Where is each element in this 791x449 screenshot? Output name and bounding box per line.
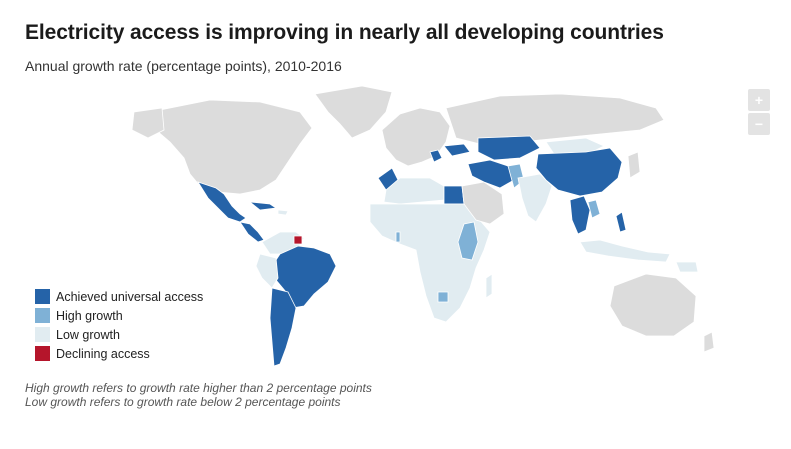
region-arabia[interactable] (461, 181, 505, 225)
legend-item-high: High growth (35, 306, 203, 325)
region-ghana[interactable] (395, 231, 401, 243)
region-suriname[interactable] (293, 235, 303, 245)
region-north-america[interactable] (155, 99, 313, 195)
legend: Achieved universal access High growth Lo… (35, 287, 203, 363)
region-central-america[interactable] (239, 221, 265, 243)
region-sub-saharan-africa[interactable] (369, 203, 491, 323)
legend-swatch (35, 308, 50, 323)
legend-item-low: Low growth (35, 325, 203, 344)
region-alaska[interactable] (131, 107, 165, 139)
region-papua[interactable] (675, 261, 699, 273)
world-map[interactable] (100, 82, 720, 382)
region-madagascar[interactable] (485, 273, 493, 299)
region-china[interactable] (535, 147, 623, 197)
zoom-in-button[interactable]: + (748, 89, 770, 111)
footnote-high-growth: High growth refers to growth rate higher… (25, 381, 372, 395)
region-east-africa[interactable] (457, 221, 479, 261)
region-greenland[interactable] (314, 85, 393, 139)
legend-swatch (35, 289, 50, 304)
legend-swatch (35, 327, 50, 342)
region-southern-cone[interactable] (269, 287, 297, 367)
legend-item-achieved: Achieved universal access (35, 287, 203, 306)
zoom-out-button[interactable]: − (748, 113, 770, 135)
region-japan[interactable] (627, 151, 641, 179)
region-cuba[interactable] (248, 201, 278, 211)
legend-item-declining: Declining access (35, 344, 203, 363)
region-india[interactable] (517, 173, 553, 223)
chart-subtitle: Annual growth rate (percentage points), … (25, 58, 342, 74)
legend-label: Achieved universal access (56, 289, 204, 304)
region-southeast-asia[interactable] (569, 195, 591, 235)
region-myanmar-laos[interactable] (587, 199, 601, 219)
legend-swatch (35, 346, 50, 361)
chart-title: Electricity access is improving in nearl… (25, 21, 664, 44)
region-central-asia[interactable] (477, 135, 541, 161)
region-mexico[interactable] (197, 181, 247, 223)
footnotes: High growth refers to growth rate higher… (25, 381, 372, 409)
region-indonesia[interactable] (579, 239, 671, 263)
footnote-low-growth: Low growth refers to growth rate below 2… (25, 395, 341, 409)
region-new-zealand[interactable] (703, 331, 715, 353)
region-russia[interactable] (445, 93, 665, 145)
region-egypt[interactable] (443, 185, 465, 205)
legend-label: Low growth (56, 327, 120, 342)
region-hispaniola[interactable] (277, 209, 289, 216)
region-southern-africa-high[interactable] (437, 291, 449, 303)
region-turkey[interactable] (443, 143, 471, 157)
region-iran-iraq[interactable] (467, 159, 515, 189)
legend-label: Declining access (56, 346, 150, 361)
legend-label: High growth (56, 308, 123, 323)
region-philippines[interactable] (615, 211, 627, 233)
region-balkans[interactable] (429, 149, 443, 163)
region-australia[interactable] (609, 273, 697, 337)
region-peru[interactable] (255, 253, 279, 289)
